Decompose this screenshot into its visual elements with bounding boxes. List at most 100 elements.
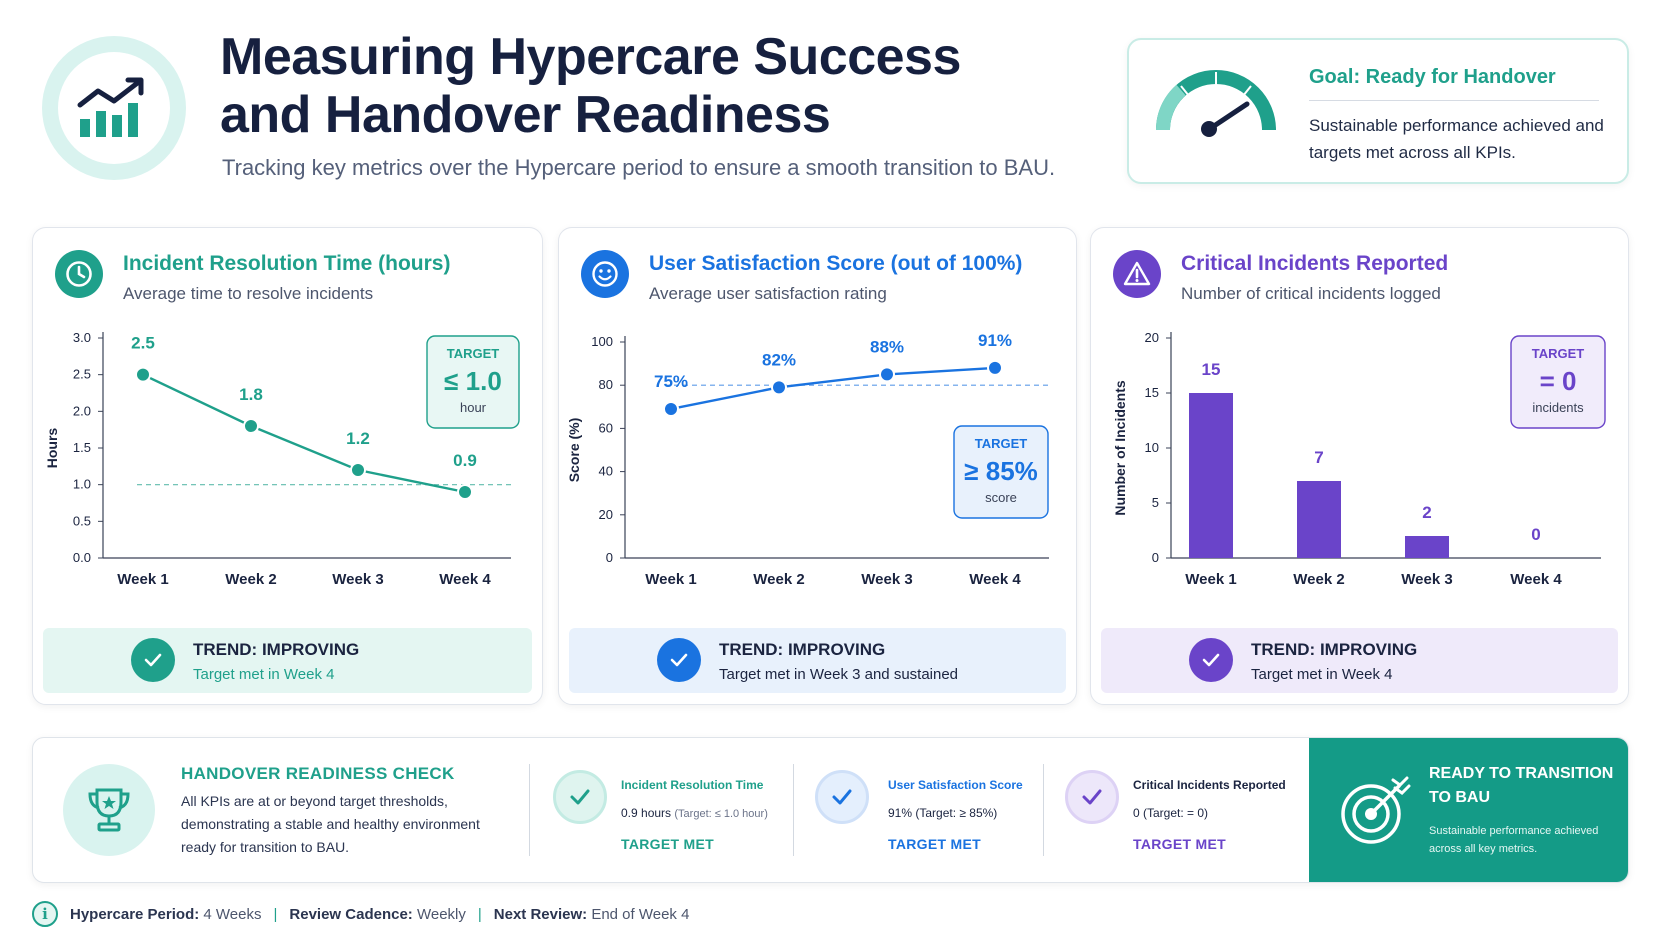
footer: i Hypercare Period: 4 Weeks | Review Cad… <box>32 900 689 928</box>
y-tick-label: 5 <box>1152 495 1159 510</box>
data-label: 1.8 <box>239 385 263 404</box>
x-tick-label: Week 1 <box>117 571 168 588</box>
y-axis-label: Number of Incidents <box>1112 380 1128 516</box>
card-subtitle: Number of critical incidents logged <box>1181 284 1441 303</box>
data-label: 0.9 <box>453 451 477 470</box>
info-icon: i <box>32 901 58 927</box>
check-icon <box>553 770 607 824</box>
y-tick-label: 0 <box>606 550 613 565</box>
data-point <box>243 418 259 434</box>
data-label: 15 <box>1202 360 1221 379</box>
y-tick-label: 0.5 <box>73 513 91 528</box>
kpi-name: User Satisfaction Score <box>888 778 1023 792</box>
transition-text: Sustainable performance achieved across … <box>1429 825 1599 855</box>
data-label: 75% <box>654 372 688 391</box>
y-tick-label: 100 <box>591 334 613 349</box>
next-review-label: Next Review: <box>493 905 588 923</box>
y-tick-label: 2.5 <box>73 367 91 382</box>
transition-panel: READY TO TRANSITION TO BAU Sustainable p… <box>1309 738 1628 882</box>
x-tick-label: Week 2 <box>1293 571 1344 588</box>
data-point <box>457 484 473 500</box>
y-tick-label: 10 <box>1145 440 1159 455</box>
x-tick-label: Week 3 <box>332 571 383 588</box>
trend-label: TREND: IMPROVING <box>193 640 360 659</box>
cadence-value: Weekly <box>416 905 466 923</box>
trend-box: TREND: IMPROVING Target met in Week 4 <box>43 628 532 693</box>
data-label: 2.5 <box>131 334 155 353</box>
x-tick-label: Week 3 <box>861 571 912 588</box>
bar <box>1297 481 1341 558</box>
card-icon-wrap <box>581 250 629 298</box>
y-axis-label: Hours <box>44 428 60 469</box>
header-logo <box>42 36 186 180</box>
y-tick-label: 40 <box>599 464 613 479</box>
y-tick-label: 0 <box>1152 550 1159 565</box>
card-subtitle: Average user satisfaction rating <box>649 284 887 303</box>
kpi-value: 91% (Target: ≥ 85%) <box>888 806 998 820</box>
series-line <box>142 373 466 494</box>
bar <box>1405 536 1449 558</box>
user-satisfaction-chart: 0 20 40 60 80 100 Score (%) Week 1 Week 2 Week 3 W… <box>566 331 1049 588</box>
readiness-title: HANDOVER READINESS CHECK <box>181 764 455 783</box>
y-tick-label: 60 <box>599 420 613 435</box>
y-tick-label: 0.0 <box>73 550 91 565</box>
target-box-value: ≤ 1.0 <box>444 366 502 396</box>
target-box-value: ≥ 85% <box>964 456 1038 486</box>
divider <box>1043 764 1044 856</box>
smiley-icon <box>592 261 618 287</box>
x-tick-label: Week 4 <box>439 571 491 588</box>
x-tick-label: Week 2 <box>753 571 804 588</box>
x-tick-label: Week 4 <box>969 571 1021 588</box>
incident-resolution-chart: 0.0 0.5 1.0 1.5 2.0 2.5 3.0 Hours Week 1 Week 2 We… <box>44 330 520 588</box>
x-tick-label: Week 1 <box>645 571 696 588</box>
card-title: Incident Resolution Time (hours) <box>123 252 451 275</box>
card-title: User Satisfaction Score (out of 100%) <box>649 252 1023 275</box>
data-label: 7 <box>1314 448 1323 467</box>
check-icon <box>131 638 175 682</box>
x-tick-label: Week 2 <box>225 571 276 588</box>
trend-label: TREND: IMPROVING <box>719 640 886 659</box>
data-point <box>771 379 787 396</box>
period-value: 4 Weeks <box>203 905 262 923</box>
data-point <box>663 400 679 417</box>
check-icon <box>1065 770 1119 824</box>
data-label: 88% <box>870 337 904 356</box>
trend-box: TREND: IMPROVING Target met in Week 3 an… <box>569 628 1066 693</box>
data-label: 1.2 <box>346 429 370 448</box>
kpi-value: 0.9 hours (Target: ≤ 1.0 hour) <box>621 806 768 820</box>
readiness-text: All KPIs are at or beyond target thresho… <box>181 793 480 855</box>
cadence-label: Review Cadence: <box>289 905 413 923</box>
y-axis-label: Score (%) <box>566 418 582 483</box>
target-box-unit: hour <box>460 400 487 415</box>
y-tick-label: 2.0 <box>73 403 91 418</box>
target-box-unit: score <box>985 490 1017 505</box>
kpi-status: TARGET MET <box>888 836 981 852</box>
user-satisfaction-card: User Satisfaction Score (out of 100%) Av… <box>558 227 1077 705</box>
trend-note: Target met in Week 4 <box>193 666 335 683</box>
kpi-status: TARGET MET <box>1133 836 1226 852</box>
y-tick-label: 15 <box>1145 385 1159 400</box>
card-icon-wrap <box>55 250 103 298</box>
clock-icon <box>66 261 92 287</box>
trophy-icon <box>63 764 155 856</box>
target-box <box>1510 335 1606 429</box>
check-icon <box>657 638 701 682</box>
kpi-value: 0 (Target: = 0) <box>1133 806 1209 820</box>
data-point <box>879 366 895 383</box>
x-tick-label: Week 4 <box>1510 571 1562 588</box>
target-box <box>953 425 1049 519</box>
goal-card: Goal: Ready for Handover Sustainable per… <box>1127 38 1629 184</box>
card-title: Critical Incidents Reported <box>1181 252 1449 275</box>
trending-chart-icon <box>77 77 144 137</box>
target-box-value: = 0 <box>1540 366 1577 396</box>
data-label: 82% <box>762 350 796 369</box>
page-subtitle: Tracking key metrics over the Hypercare … <box>222 155 1056 180</box>
check-icon <box>815 770 869 824</box>
data-point <box>987 359 1003 376</box>
divider <box>529 764 530 856</box>
warning-icon <box>1123 261 1151 286</box>
kpi-name: Incident Resolution Time <box>621 778 764 792</box>
bar <box>1189 393 1233 558</box>
y-tick-label: 20 <box>1145 330 1159 345</box>
